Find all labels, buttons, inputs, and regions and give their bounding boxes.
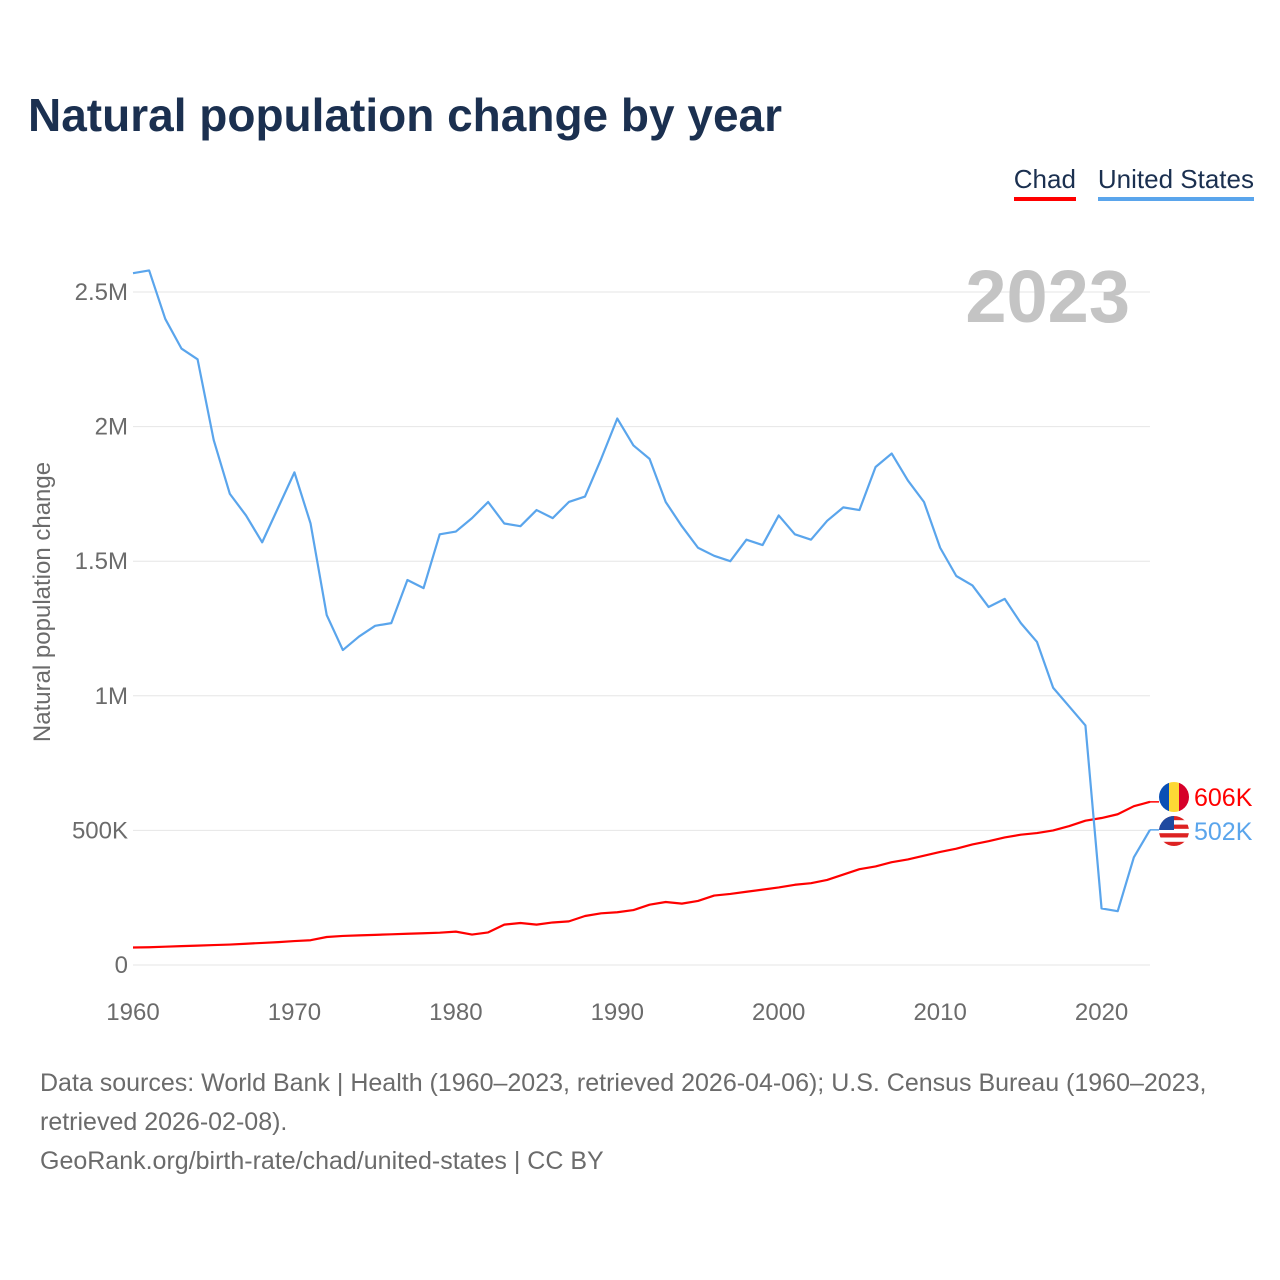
- flag-stripe: [1179, 782, 1189, 812]
- x-tick-label: 1970: [268, 999, 321, 1026]
- flag-stripe: [1159, 841, 1189, 846]
- legend-item-united-states[interactable]: United States: [1097, 164, 1254, 201]
- x-tick-label: 2000: [752, 999, 805, 1026]
- flag-stripe: [1159, 837, 1189, 842]
- flag-body: [1159, 782, 1189, 812]
- flag-canton: [1159, 816, 1174, 830]
- x-tick-label: 2020: [1075, 999, 1128, 1026]
- x-tick-label: 1960: [106, 999, 159, 1026]
- legend-item-chad[interactable]: Chad: [1013, 164, 1076, 201]
- x-tick-label: 1980: [429, 999, 482, 1026]
- y-tick-label: 500K: [72, 817, 128, 844]
- x-tick-label: 1990: [591, 999, 644, 1026]
- flag-stripe: [1159, 782, 1169, 812]
- series-line-united-states: [132, 269, 1151, 913]
- flag-stripe: [1159, 828, 1189, 834]
- y-tick-label: 2M: [95, 414, 128, 441]
- flag-body: [1159, 816, 1189, 846]
- y-tick-label: 1.5M: [75, 548, 128, 575]
- source-note: Data sources: World Bank | Health (1960–…: [40, 1064, 1250, 1181]
- source-link[interactable]: GeoRank.org/birth-rate/chad/united-state…: [40, 1147, 604, 1175]
- end-value-label: 502K: [1194, 818, 1253, 846]
- end-value-label: 606K: [1194, 784, 1253, 812]
- flag-stripe: [1169, 782, 1179, 812]
- chad-flag-icon: [1159, 782, 1189, 812]
- series-line-chad: [132, 800, 1151, 949]
- y-tick-label: 1M: [95, 683, 128, 710]
- flag-stripe: [1159, 833, 1189, 838]
- us-flag-icon: [1159, 816, 1189, 846]
- chart-title: Natural population change by year: [28, 89, 783, 141]
- y-tick-label: 2.5M: [75, 279, 128, 306]
- year-watermark: 2023: [965, 255, 1130, 338]
- source-text: Data sources: World Bank | Health (1960–…: [40, 1069, 1207, 1136]
- legend: Chad United States: [1013, 164, 1254, 201]
- x-tick-label: 2010: [913, 999, 966, 1026]
- y-tick-label: 0: [115, 952, 128, 979]
- y-axis-label: Natural population change: [29, 462, 56, 742]
